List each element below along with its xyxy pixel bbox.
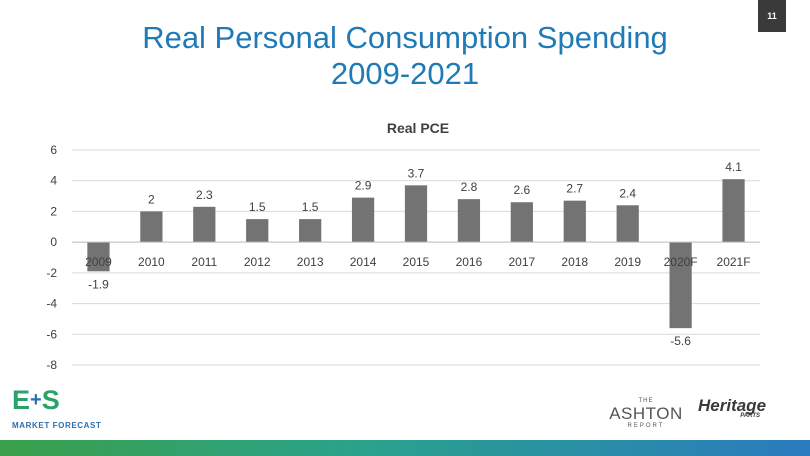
es-market-forecast-logo: E+S MARKET FORECAST — [12, 385, 101, 430]
data-label: 4.1 — [725, 160, 742, 174]
bottom-color-bar — [0, 440, 810, 456]
bar — [87, 242, 110, 272]
data-label: 1.5 — [249, 200, 266, 214]
x-tick-label: 2014 — [350, 255, 377, 269]
y-tick-label: 2 — [50, 204, 57, 218]
x-tick-label: 2019 — [614, 255, 641, 269]
data-label: 2.9 — [355, 179, 372, 193]
y-tick-label: -6 — [46, 327, 57, 341]
data-label: 2 — [148, 192, 155, 206]
y-tick-label: -4 — [46, 297, 57, 311]
data-label: 1.5 — [302, 200, 319, 214]
bar — [404, 185, 428, 243]
data-label: 3.7 — [408, 166, 425, 180]
bar — [140, 211, 163, 243]
data-label: 2.4 — [619, 186, 636, 200]
x-tick-label: 2010 — [138, 255, 165, 269]
data-label: 2.6 — [514, 183, 531, 197]
bar — [563, 200, 586, 243]
heritage-parts-logo: Heritage PARTS — [698, 396, 767, 419]
x-tick-label: 2018 — [561, 255, 588, 269]
bar — [193, 206, 216, 243]
bar — [722, 179, 745, 243]
slide-number: 11 — [758, 0, 786, 32]
x-tick-label: 2012 — [244, 255, 271, 269]
data-label: -1.9 — [88, 277, 109, 291]
x-tick-label: 2009 — [85, 255, 112, 269]
x-tick-label: 2017 — [508, 255, 535, 269]
bar — [669, 242, 692, 329]
bar — [246, 219, 269, 243]
bar — [351, 197, 375, 243]
x-tick-label: 2020F — [664, 255, 698, 269]
bar-chart: Real PCE 6 4 2 0 -2 -4 -6 -8 -1.9 2 2.3 1.5 1.5 2.9 3.7… — [46, 120, 760, 372]
bar — [299, 219, 322, 243]
y-tick-label: -2 — [46, 266, 57, 280]
chart-title: Real PCE — [387, 120, 449, 136]
x-tick-label: 2016 — [456, 255, 483, 269]
data-label: 2.8 — [461, 180, 478, 194]
bar — [457, 199, 481, 243]
bar — [616, 205, 639, 243]
y-tick-label: -8 — [46, 358, 57, 372]
title-line-2: 2009-2021 — [330, 56, 480, 91]
y-tick-label: 4 — [50, 174, 57, 188]
y-tick-label: 6 — [50, 143, 57, 157]
ashton-report-logo: THE ASHTON REPORT — [609, 398, 683, 429]
es-logo-tagline: MARKET FORECAST — [12, 421, 102, 430]
es-logo-mark: E+S — [12, 385, 60, 415]
x-tick-label: 2011 — [191, 255, 217, 269]
title-line-1: Real Personal Consumption Spending — [142, 20, 668, 55]
bar — [510, 202, 533, 243]
data-label: 2.7 — [566, 182, 583, 196]
x-tick-label: 2021F — [717, 255, 751, 269]
x-tick-label: 2015 — [403, 255, 430, 269]
x-tick-label: 2013 — [297, 255, 324, 269]
data-label: -5.6 — [670, 334, 691, 348]
page-title: Real Personal Consumption Spending 2009-… — [0, 20, 810, 92]
data-label: 2.3 — [196, 188, 213, 202]
y-tick-label: 0 — [50, 235, 57, 249]
